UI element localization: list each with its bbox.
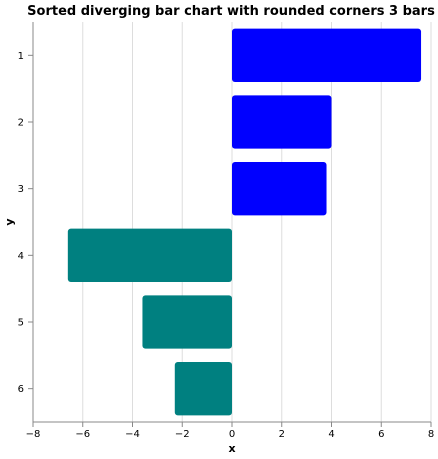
bar-1 [232,28,422,83]
y-tick-label: 1 [18,51,24,62]
x-tick-label: −4 [125,429,140,440]
y-tick-label: 3 [18,184,24,195]
chart-title: Sorted diverging bar chart with rounded … [27,4,435,19]
x-tick-label: 6 [378,429,384,440]
y-axis-title: y [3,218,16,225]
x-tick-label: −8 [26,429,41,440]
x-tick-label: −2 [175,429,190,440]
x-tick-label: −6 [75,429,90,440]
x-tick-label: 2 [279,429,285,440]
bar-4 [67,228,232,282]
bar-2 [232,95,332,149]
bar-6 [174,362,232,416]
bar-5 [142,295,232,349]
y-tick-label: 6 [18,384,24,395]
y-tick-label: 5 [18,318,24,329]
y-tick-label: 4 [18,251,24,262]
axis-layer: −8 −6 −4 −2 0 2 4 6 8 1 2 3 4 5 6 [18,22,434,440]
bar-layer [67,28,422,416]
x-tick-label: 0 [229,429,235,440]
y-tick-label: 2 [18,118,24,129]
x-tick-label: 8 [428,429,434,440]
bar-3 [232,162,327,216]
x-axis-title: x [228,442,235,455]
x-tick-label: 4 [328,429,334,440]
grid-layer [32,22,432,422]
